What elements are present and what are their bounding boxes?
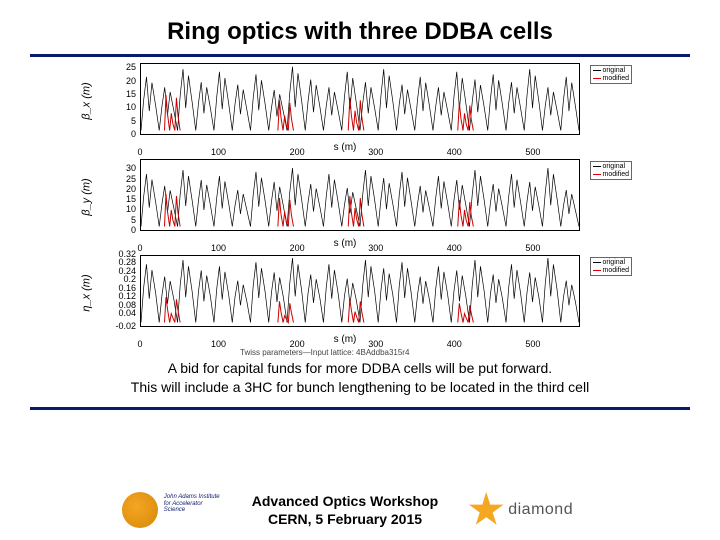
caption-line-1: A bid for capital funds for more DDBA ce…: [168, 360, 552, 376]
legend-item-modified-2: modified: [593, 267, 629, 275]
diamond-star-icon: [468, 492, 504, 528]
footer: John Adams Institute for Accelerator Sci…: [0, 490, 720, 530]
legend-1: original modified: [590, 161, 632, 180]
xlabel-0: s (m): [110, 142, 580, 153]
legend-item-original-2: original: [593, 259, 629, 267]
legend-label: modified: [603, 171, 629, 179]
legend-label: modified: [603, 75, 629, 83]
legend-swatch-black-icon: [593, 70, 601, 71]
chart-box-1: [140, 159, 580, 231]
yticks-0: 0510152025: [114, 63, 138, 135]
legend-item-modified-1: modified: [593, 171, 629, 179]
ylabel-etax: η_x (m): [81, 275, 93, 312]
legend-swatch-red-icon: [593, 174, 601, 175]
xlabel-1: s (m): [110, 238, 580, 249]
logo-jai: John Adams Institute for Accelerator Sci…: [122, 490, 222, 530]
chart-box-0: [140, 63, 580, 135]
page-title: Ring optics with three DDBA cells: [0, 0, 720, 54]
legend-swatch-red-icon: [593, 270, 601, 271]
chart-panel-betax: β_x (m) 0510152025 original modified 010…: [110, 63, 630, 155]
jai-circle-icon: [122, 492, 158, 528]
chart-box-2: [140, 255, 580, 327]
caption: A bid for capital funds for more DDBA ce…: [0, 353, 720, 407]
yticks-2: -0.020.040.080.120.160.20.240.280.32: [114, 255, 138, 327]
legend-2: original modified: [590, 257, 632, 276]
twiss-label: Twiss parameters—Input lattice: 4BAddba3…: [240, 348, 409, 357]
legend-swatch-black-icon: [593, 166, 601, 167]
legend-item-original-0: original: [593, 67, 629, 75]
plot-svg-1: [141, 160, 579, 230]
plot-svg-0: [141, 64, 579, 134]
logo-diamond: diamond: [468, 490, 598, 530]
jai-text: John Adams Institute for Accelerator Sci…: [164, 494, 222, 514]
footer-text: Advanced Optics Workshop CERN, 5 Februar…: [252, 492, 438, 528]
legend-swatch-black-icon: [593, 262, 601, 263]
legend-label: original: [603, 67, 626, 75]
legend-label: modified: [603, 267, 629, 275]
ylabel-betay: β_y (m): [81, 178, 93, 215]
legend-item-modified-0: modified: [593, 75, 629, 83]
legend-0: original modified: [590, 65, 632, 84]
ylabel-betax: β_x (m): [81, 82, 93, 119]
yticks-1: 051015202530: [114, 159, 138, 231]
legend-label: original: [603, 163, 626, 171]
footer-line-2: CERN, 5 February 2015: [268, 511, 422, 527]
diamond-text: diamond: [508, 501, 573, 519]
charts-container: β_x (m) 0510152025 original modified 010…: [0, 57, 720, 353]
divider-bottom: [30, 407, 690, 410]
legend-item-original-1: original: [593, 163, 629, 171]
footer-line-1: Advanced Optics Workshop: [252, 493, 438, 509]
caption-line-2: This will include a 3HC for bunch length…: [131, 379, 589, 395]
plot-svg-2: [141, 256, 579, 326]
xlabel-2: s (m): [110, 334, 580, 345]
chart-panel-betay: β_y (m) 051015202530 original modified 0…: [110, 159, 630, 251]
legend-swatch-red-icon: [593, 78, 601, 79]
chart-panel-etax: η_x (m) -0.020.040.080.120.160.20.240.28…: [110, 255, 630, 347]
legend-label: original: [603, 259, 626, 267]
